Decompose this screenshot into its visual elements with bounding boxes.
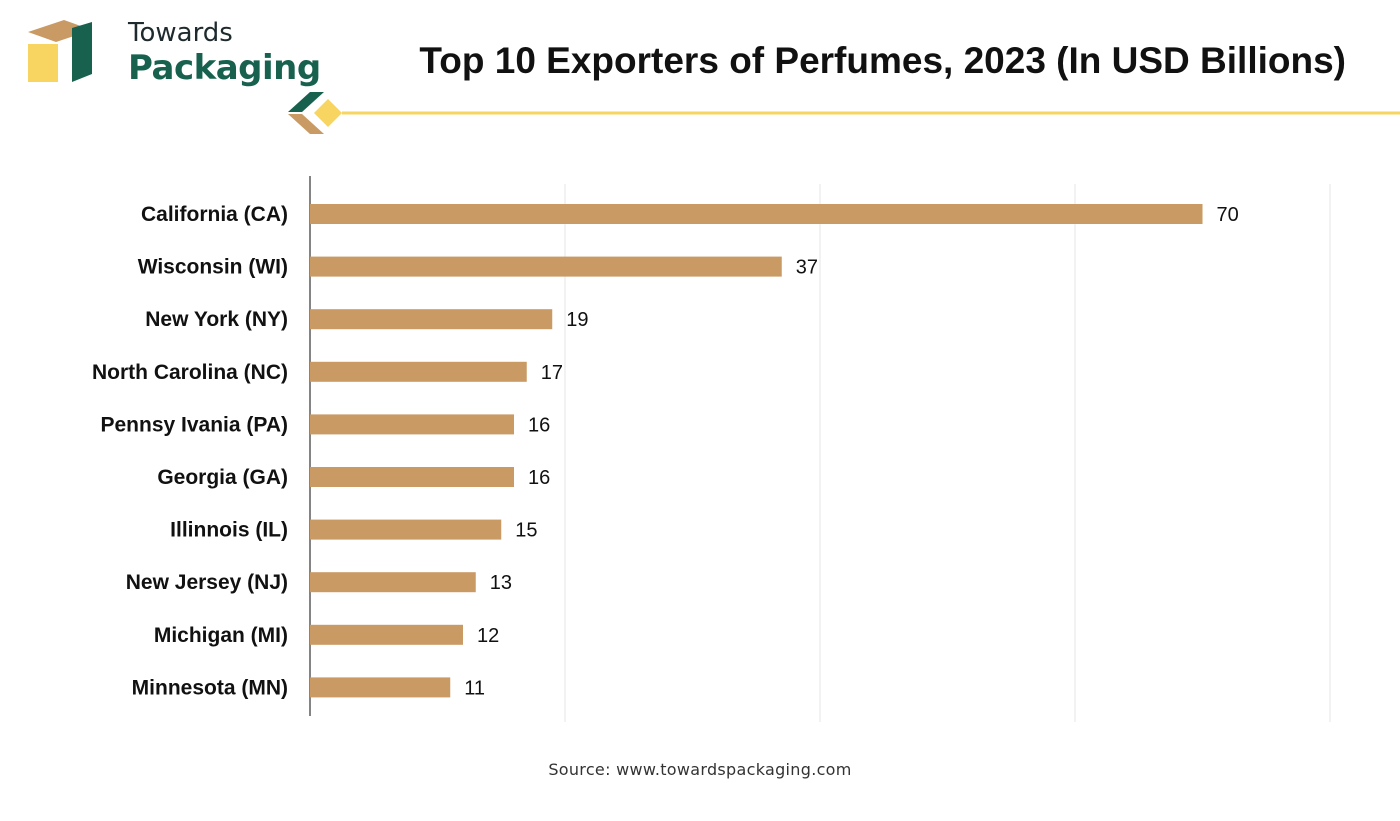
category-label: California (CA) xyxy=(141,203,288,226)
divider-diamond-tan-icon xyxy=(288,114,324,134)
brand-name-top: Towards xyxy=(128,18,233,48)
bar xyxy=(310,256,782,277)
bar xyxy=(310,414,514,435)
data-label: 16 xyxy=(528,467,550,489)
bar xyxy=(310,519,502,540)
bar xyxy=(310,624,463,645)
bar xyxy=(310,204,1203,224)
data-label: 17 xyxy=(541,362,563,384)
brand-logo: Towards Packaging xyxy=(24,14,321,90)
brand-name-bottom: Packaging xyxy=(128,48,321,88)
category-label: Michigan (MI) xyxy=(154,624,288,647)
category-label: New Jersey (NJ) xyxy=(126,571,288,594)
box-logo-icon xyxy=(28,20,92,82)
data-label: 15 xyxy=(515,520,537,542)
data-label: 13 xyxy=(490,572,512,594)
category-label: Illinnois (IL) xyxy=(170,519,288,542)
data-label: 11 xyxy=(464,677,485,699)
data-label: 70 xyxy=(1217,204,1239,226)
data-label: 12 xyxy=(477,625,499,647)
category-label: Pennsy Ivania (PA) xyxy=(100,413,288,436)
bar xyxy=(310,361,527,382)
bar xyxy=(310,467,514,487)
bar xyxy=(310,309,553,330)
source-note: Source: www.towardspackaging.com xyxy=(548,760,852,779)
divider-diamond-green-icon xyxy=(288,92,324,112)
category-label: New York (NY) xyxy=(145,308,288,331)
bar xyxy=(310,677,451,698)
category-label: Georgia (GA) xyxy=(157,466,288,489)
category-label: Minnesota (MN) xyxy=(132,676,288,699)
data-label: 16 xyxy=(528,414,550,436)
bar xyxy=(310,572,476,593)
category-label: Wisconsin (WI) xyxy=(138,256,288,279)
data-label: 37 xyxy=(796,257,818,279)
chart-title: Top 10 Exporters of Perfumes, 2023 (In U… xyxy=(419,40,1346,81)
divider-diamond-yellow-icon xyxy=(314,99,342,127)
data-label: 19 xyxy=(566,309,588,331)
category-label: North Carolina (NC) xyxy=(92,361,288,384)
title-divider xyxy=(288,92,1400,134)
